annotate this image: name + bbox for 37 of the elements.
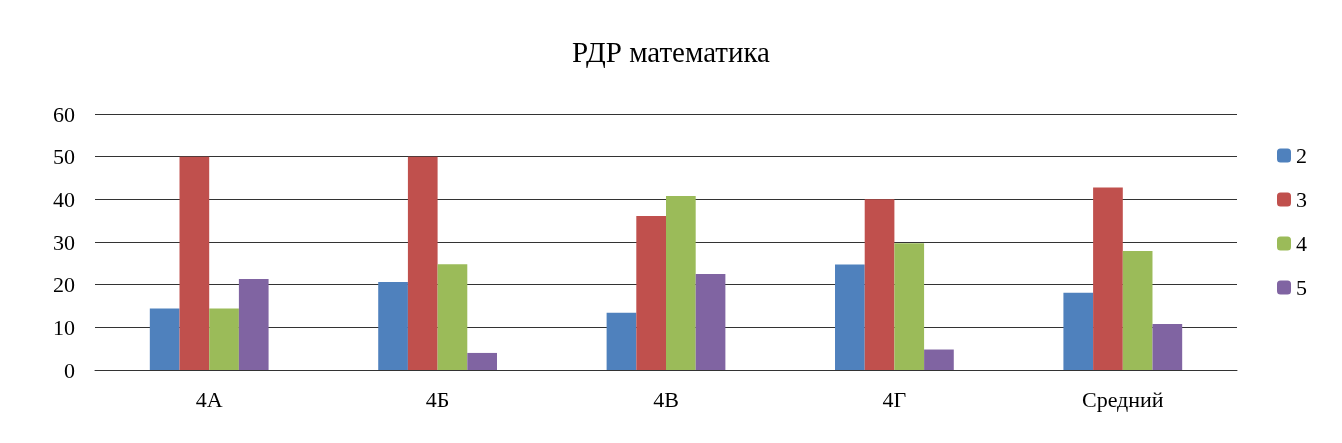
bar	[209, 308, 239, 370]
bar	[378, 282, 408, 370]
bar	[666, 195, 696, 370]
bar	[864, 199, 895, 370]
bar	[924, 349, 954, 370]
bar	[1093, 187, 1123, 370]
y-tick-label: 10	[53, 314, 75, 340]
bar	[467, 352, 497, 370]
y-tick-label: 20	[53, 272, 75, 298]
bar	[606, 312, 637, 370]
bar	[636, 215, 666, 370]
x-tick-label: 4А	[195, 386, 223, 412]
x-tick-label: 4В	[653, 386, 679, 412]
legend-label: 5	[1296, 275, 1307, 300]
bar	[149, 308, 180, 370]
legend-label: 2	[1296, 143, 1307, 168]
y-tick-label: 50	[53, 144, 75, 170]
bar	[1152, 323, 1183, 370]
y-tick-label: 0	[64, 357, 75, 383]
bar	[437, 264, 468, 370]
bar	[1122, 250, 1153, 370]
bar	[1063, 292, 1094, 370]
bar	[894, 243, 925, 370]
bar	[695, 274, 726, 370]
legend-label: 4	[1296, 231, 1307, 256]
x-tick-label: Средний	[1081, 386, 1164, 412]
x-tick-label: 4Б	[425, 386, 450, 412]
bar	[407, 156, 438, 370]
bar	[179, 156, 210, 370]
x-tick-label: 4Г	[882, 386, 907, 412]
bar	[835, 264, 865, 370]
chart-title: РДР математика	[572, 35, 771, 68]
y-tick-label: 60	[53, 101, 75, 127]
bar	[238, 279, 269, 370]
legend-label: 3	[1296, 187, 1307, 212]
y-tick-label: 40	[53, 186, 75, 212]
y-tick-label: 30	[53, 229, 75, 255]
